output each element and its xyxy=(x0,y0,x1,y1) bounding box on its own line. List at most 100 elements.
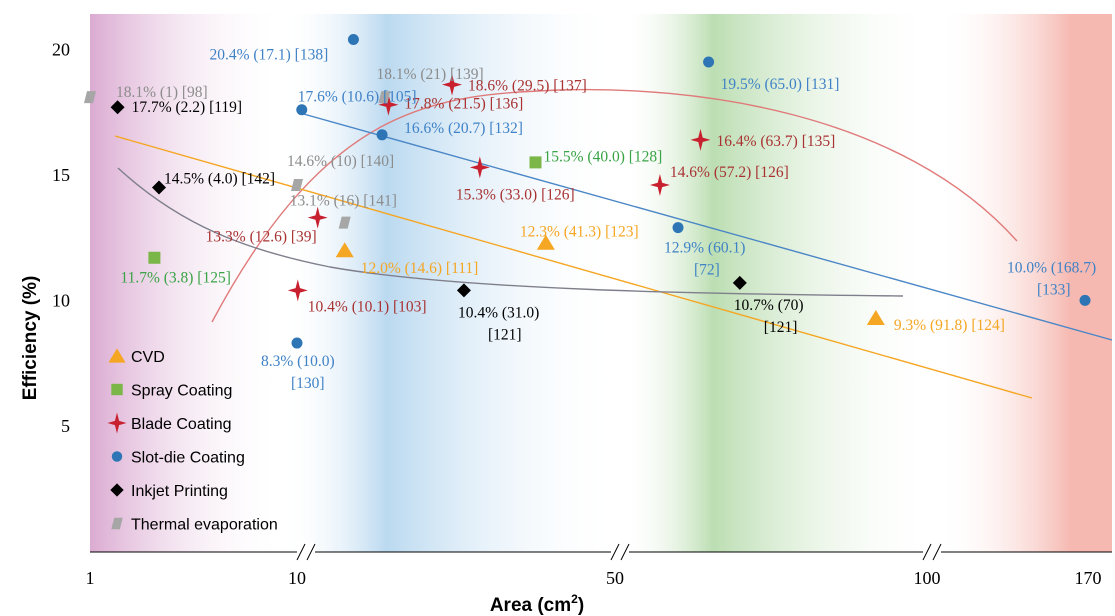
marker-blade-coating-4 xyxy=(649,173,670,196)
trendline-blade-coating xyxy=(211,88,1018,323)
plot-background xyxy=(90,14,1112,552)
trendline-inkjet-printing xyxy=(117,167,904,297)
marker-inkjet-printing-1 xyxy=(152,180,166,195)
data-label-spray-coating-0: 11.7% (3.8) [125] xyxy=(120,270,230,287)
data-label-thermal-evaporation-2: 14.6% (10) [140] xyxy=(287,153,394,170)
marker-slot-die-coating-3 xyxy=(376,129,388,141)
marker-blade-coating-5 xyxy=(307,206,328,229)
y-tick-label: 15 xyxy=(52,165,70,185)
marker-slot-die-coating-5 xyxy=(1079,294,1091,306)
data-label-inkjet-printing-0: 17.7% (2.2) [119] xyxy=(132,99,242,116)
marker-slot-die-coating-0 xyxy=(347,33,359,45)
x-axis-title: Area (cm2) xyxy=(490,592,584,616)
marker-blade-coating-0 xyxy=(442,73,463,96)
data-label-thermal-evaporation-0: 18.1% (1) [98] xyxy=(116,84,208,101)
data-label-blade-coating-6: 10.4% (10.1) [103] xyxy=(308,298,427,315)
marker-inkjet-printing-2 xyxy=(456,283,471,298)
legend-label-thermal-evaporation: Thermal evaporation xyxy=(131,517,278,534)
x-tick-label: 1 xyxy=(86,568,95,588)
legend: CVD Spray Coating Blade Coating Slot-die Co… xyxy=(107,348,278,534)
trendlines xyxy=(114,88,1113,399)
data-label-thermal-evaporation-3: 13.1% (16) [141] xyxy=(290,193,397,210)
data-label-slot-die-coating-5-line2: [133] xyxy=(1037,281,1071,298)
marker-slot-die-coating-4 xyxy=(672,222,684,234)
marker-slot-die-coating-2 xyxy=(296,104,308,116)
axes: 5 10 15 20 1 10 50 100 170 xyxy=(52,40,1112,588)
data-markers xyxy=(84,33,1091,349)
data-label-blade-coating-1: 17.8% (21.5) [136] xyxy=(404,96,523,113)
data-label-inkjet-printing-2-line1: 10.4% (31.0) xyxy=(458,304,539,321)
data-label-cvd-0: 12.0% (14.6) [111] xyxy=(361,260,479,277)
marker-thermal-evaporation-3 xyxy=(338,216,351,229)
marker-thermal-evaporation-0 xyxy=(84,91,96,104)
data-label-inkjet-printing-3-line1: 10.7% (70) xyxy=(734,297,804,314)
legend-marker-spray-coating xyxy=(111,383,123,396)
legend-label-slot-die-coating: Slot-die Coating xyxy=(131,450,245,467)
axis-break-mark xyxy=(922,542,942,562)
legend-marker-thermal-evaporation xyxy=(111,517,123,530)
data-label-slot-die-coating-0: 20.4% (17.1) [138] xyxy=(209,46,328,63)
marker-cvd-0 xyxy=(335,242,354,258)
data-label-inkjet-printing-3: 10.7% (70) [121] xyxy=(734,297,804,336)
data-label-slot-die-coating-6-line1: 8.3% (10.0) xyxy=(261,353,335,370)
marker-inkjet-printing-3 xyxy=(732,275,747,290)
data-label-thermal-evaporation-1: 18.1% (21) [139] xyxy=(376,66,483,83)
data-label-slot-die-coating-1: 19.5% (65.0) [131] xyxy=(721,76,840,93)
data-label-slot-die-coating-3: 16.6% (20.7) [132] xyxy=(404,120,523,137)
axis-break-mark xyxy=(610,542,630,562)
x-tick-label: 100 xyxy=(914,568,941,588)
marker-thermal-evaporation-2 xyxy=(291,178,303,191)
data-labels: 12.0% (14.6) [111] 12.3% (41.3) [123] 9.3%… xyxy=(116,46,1096,392)
data-label-slot-die-coating-5: 10.0% (168.7) [133] xyxy=(1007,259,1096,298)
trendline-slot-die-coating xyxy=(299,112,1113,341)
legend-marker-inkjet-printing xyxy=(110,483,124,497)
marker-blade-coating-6 xyxy=(287,279,308,302)
marker-inkjet-printing-0 xyxy=(110,100,125,115)
data-label-blade-coating-5: 13.3% (12.6) [39] xyxy=(206,229,317,246)
data-label-inkjet-printing-2-line2: [121] xyxy=(488,326,522,343)
data-label-blade-coating-4: 14.6% (57.2) [126] xyxy=(670,164,789,181)
legend-marker-cvd xyxy=(108,348,126,363)
legend-marker-slot-die-coating xyxy=(111,451,123,462)
data-label-blade-coating-2: 16.4% (63.7) [135] xyxy=(716,133,835,150)
legend-label-blade-coating: Blade Coating xyxy=(131,416,232,433)
marker-cvd-2 xyxy=(866,309,885,325)
data-label-inkjet-printing-2: 10.4% (31.0) [121] xyxy=(458,304,539,343)
marker-thermal-evaporation-1 xyxy=(378,91,391,104)
marker-blade-coating-1 xyxy=(378,93,399,116)
x-tick-label: 50 xyxy=(606,568,624,588)
data-label-slot-die-coating-6-line2: [130] xyxy=(291,375,325,392)
legend-label-spray-coating: Spray Coating xyxy=(131,383,232,400)
data-label-slot-die-coating-4-line2: [72] xyxy=(694,262,720,279)
y-tick-label: 10 xyxy=(52,290,70,310)
data-label-spray-coating-1: 15.5% (40.0) [128] xyxy=(544,148,663,165)
y-axis-title: Efficiency (%) xyxy=(20,276,41,401)
data-label-blade-coating-3: 15.3% (33.0) [126] xyxy=(456,186,575,203)
marker-blade-coating-2 xyxy=(690,128,711,151)
data-label-slot-die-coating-4-line1: 12.9% (60.1) xyxy=(664,240,745,257)
legend-label-inkjet-printing: Inkjet Printing xyxy=(131,483,228,500)
data-label-slot-die-coating-2: 17.6% (10.6) [105] xyxy=(298,89,417,106)
x-tick-label: 170 xyxy=(1075,568,1102,588)
x-axis-title-sup: 2 xyxy=(571,592,578,606)
marker-slot-die-coating-6 xyxy=(291,337,303,349)
marker-cvd-1 xyxy=(536,234,555,250)
data-label-cvd-1: 12.3% (41.3) [123] xyxy=(520,224,639,241)
y-tick-label: 5 xyxy=(61,416,70,436)
data-label-inkjet-printing-1: 14.5% (4.0) [142] xyxy=(164,170,275,187)
marker-spray-coating-1 xyxy=(529,156,542,169)
legend-label-cvd: CVD xyxy=(131,349,165,366)
data-label-slot-die-coating-4: 12.9% (60.1) [72] xyxy=(664,240,745,279)
marker-blade-coating-3 xyxy=(469,156,490,179)
data-label-blade-coating-0: 18.6% (29.5) [137] xyxy=(468,78,587,95)
legend-marker-blade-coating xyxy=(107,412,127,434)
data-label-slot-die-coating-5-line1: 10.0% (168.7) xyxy=(1007,259,1096,276)
marker-spray-coating-0 xyxy=(148,251,161,264)
x-tick-label: 10 xyxy=(288,568,306,588)
marker-slot-die-coating-1 xyxy=(703,56,715,68)
data-label-cvd-2: 9.3% (91.8) [124] xyxy=(894,317,1005,334)
axis-break-mark xyxy=(296,542,316,562)
data-label-slot-die-coating-6: 8.3% (10.0) [130] xyxy=(261,353,335,392)
x-axis-title-close: ) xyxy=(578,595,584,616)
